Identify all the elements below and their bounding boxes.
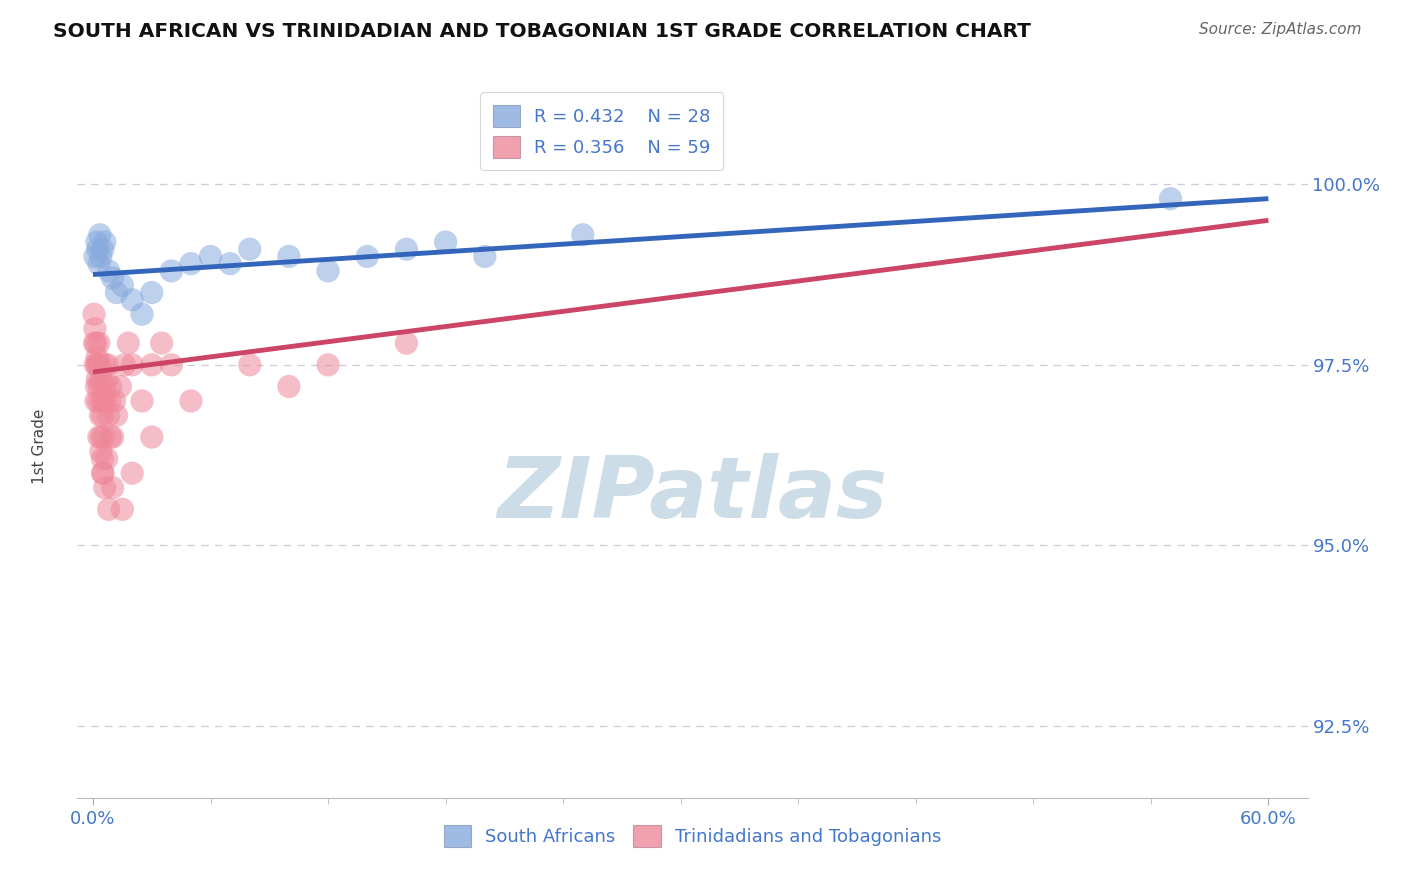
Point	[87, 393, 110, 408]
Point	[89, 227, 111, 242]
Point	[84, 336, 107, 351]
Point	[121, 358, 143, 372]
Point	[96, 451, 118, 466]
Point	[180, 257, 202, 271]
Point	[94, 358, 117, 372]
Point	[100, 430, 122, 444]
Point	[86, 351, 108, 365]
Point	[150, 336, 173, 351]
Point	[100, 379, 122, 393]
Point	[141, 285, 163, 300]
Point	[87, 257, 110, 271]
Point	[94, 481, 117, 495]
Point	[239, 358, 262, 372]
Point	[87, 242, 110, 256]
Point	[94, 393, 117, 408]
Point	[97, 502, 120, 516]
Point	[219, 257, 242, 271]
Point	[86, 372, 108, 386]
Point	[111, 502, 134, 516]
Point	[141, 430, 163, 444]
Point	[239, 242, 262, 256]
Point	[91, 451, 114, 466]
Point	[112, 358, 135, 372]
Point	[277, 379, 299, 393]
Point	[87, 336, 110, 351]
Point	[356, 249, 378, 263]
Point	[90, 444, 112, 458]
Point	[87, 430, 110, 444]
Point	[110, 379, 132, 393]
Point	[101, 430, 124, 444]
Point	[1159, 192, 1181, 206]
Point	[105, 285, 128, 300]
Point	[84, 358, 107, 372]
Point	[180, 393, 202, 408]
Point	[395, 336, 418, 351]
Point	[91, 393, 114, 408]
Point	[571, 227, 593, 242]
Point	[89, 358, 111, 372]
Point	[93, 379, 115, 393]
Point	[97, 358, 120, 372]
Point	[94, 235, 117, 249]
Point	[105, 409, 128, 423]
Point	[91, 467, 114, 481]
Point	[103, 393, 125, 408]
Point	[101, 481, 124, 495]
Point	[93, 430, 115, 444]
Point	[434, 235, 457, 249]
Point	[84, 249, 107, 263]
Point	[86, 379, 108, 393]
Point	[89, 379, 111, 393]
Point	[86, 235, 108, 249]
Text: ZIPatlas: ZIPatlas	[498, 453, 887, 536]
Point	[97, 264, 120, 278]
Point	[131, 393, 153, 408]
Point	[90, 393, 112, 408]
Point	[277, 249, 299, 263]
Point	[316, 264, 339, 278]
Point	[91, 409, 114, 423]
Point	[117, 336, 139, 351]
Point	[84, 322, 107, 336]
Point	[200, 249, 222, 263]
Point	[83, 307, 105, 321]
Text: 1st Grade: 1st Grade	[32, 409, 46, 483]
Legend: South Africans, Trinidadians and Tobagonians: South Africans, Trinidadians and Tobagon…	[436, 818, 949, 855]
Point	[474, 249, 496, 263]
Point	[87, 358, 110, 372]
Point	[91, 242, 114, 256]
Point	[86, 358, 108, 372]
Point	[160, 264, 183, 278]
Point	[101, 271, 124, 285]
Point	[395, 242, 418, 256]
Point	[91, 467, 114, 481]
Point	[89, 409, 111, 423]
Point	[160, 358, 183, 372]
Point	[316, 358, 339, 372]
Point	[121, 467, 143, 481]
Point	[83, 336, 105, 351]
Point	[90, 430, 112, 444]
Point	[111, 278, 134, 293]
Text: Source: ZipAtlas.com: Source: ZipAtlas.com	[1198, 22, 1361, 37]
Point	[90, 249, 112, 263]
Point	[96, 372, 118, 386]
Point	[84, 393, 107, 408]
Point	[121, 293, 143, 307]
Point	[98, 393, 121, 408]
Point	[141, 358, 163, 372]
Text: SOUTH AFRICAN VS TRINIDADIAN AND TOBAGONIAN 1ST GRADE CORRELATION CHART: SOUTH AFRICAN VS TRINIDADIAN AND TOBAGON…	[53, 22, 1032, 41]
Point	[90, 372, 112, 386]
Point	[131, 307, 153, 321]
Point	[97, 409, 120, 423]
